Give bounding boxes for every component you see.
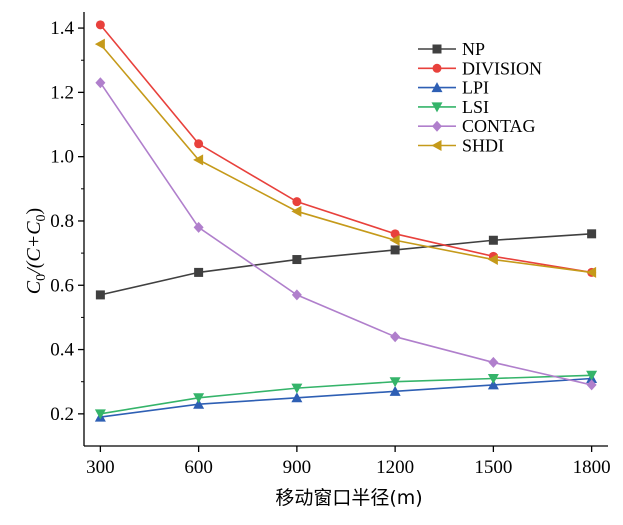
y-tick-label: 0.6 bbox=[50, 275, 74, 296]
data-point-np bbox=[488, 235, 498, 245]
data-point-lsi bbox=[291, 383, 303, 394]
legend-marker-division bbox=[432, 63, 442, 73]
legend-marker-np bbox=[432, 44, 442, 54]
y-title-sub1: 0 bbox=[34, 214, 49, 221]
data-point-contag bbox=[586, 379, 597, 391]
series-line-np bbox=[100, 233, 592, 296]
data-point-lsi bbox=[487, 373, 499, 384]
y-axis-title: C0/(C+C0) bbox=[23, 208, 49, 294]
x-tick-label: 1500 bbox=[474, 457, 512, 478]
x-tick-label: 1800 bbox=[573, 457, 611, 478]
data-point-division bbox=[95, 20, 105, 30]
data-point-shdi bbox=[193, 154, 204, 166]
series-line-contag bbox=[99, 82, 592, 386]
data-point-shdi bbox=[487, 254, 498, 266]
data-point-lsi bbox=[586, 370, 598, 381]
data-point-shdi bbox=[94, 38, 105, 50]
x-tick-label: 1200 bbox=[376, 457, 414, 478]
plot-area bbox=[94, 20, 598, 422]
data-point-shdi bbox=[586, 266, 597, 278]
legend-label-division: DIVISION bbox=[462, 58, 542, 78]
data-point-lpi bbox=[193, 398, 205, 409]
x-axis-title: 移动窗口半径(m) bbox=[275, 487, 422, 509]
y-tick-label: 0.2 bbox=[50, 404, 74, 425]
data-point-contag bbox=[291, 289, 302, 301]
legend-label-np: NP bbox=[462, 39, 485, 59]
legend-label-contag: CONTAG bbox=[462, 116, 536, 136]
data-point-lsi bbox=[193, 393, 205, 404]
legend-label-shdi: SHDI bbox=[462, 136, 504, 156]
legend-label-lpi: LPI bbox=[462, 78, 489, 98]
y-title-mid: /(C+C bbox=[23, 221, 45, 275]
data-point-np bbox=[587, 229, 597, 239]
y-tick-label: 1.0 bbox=[50, 147, 74, 168]
data-point-lsi bbox=[94, 409, 106, 420]
data-point-shdi bbox=[389, 234, 400, 246]
x-tick-label: 900 bbox=[283, 457, 312, 478]
data-point-division bbox=[292, 197, 302, 207]
y-title-end: ) bbox=[23, 208, 45, 215]
data-point-lsi bbox=[389, 377, 401, 388]
data-point-shdi bbox=[291, 205, 302, 217]
legend-label-lsi: LSI bbox=[462, 97, 489, 117]
y-tick-label: 1.2 bbox=[50, 82, 74, 103]
series-line-lsi bbox=[100, 374, 592, 415]
axes: 300 600 900 1200 1500 1800 0.2 0.4 0.6 0.8 1.0 1.2 1… bbox=[50, 12, 611, 478]
data-point-np bbox=[292, 255, 302, 265]
data-point-lpi bbox=[291, 392, 303, 403]
legend-marker-lpi bbox=[431, 82, 443, 93]
legend-marker-lsi bbox=[431, 102, 443, 113]
data-point-lpi bbox=[487, 379, 499, 390]
data-point-contag bbox=[390, 331, 401, 343]
y-title-c: C bbox=[23, 280, 45, 294]
y-tick-label: 1.4 bbox=[50, 18, 74, 39]
series-line-shdi bbox=[99, 43, 592, 274]
data-point-np bbox=[390, 245, 400, 255]
y-tick-label: 0.4 bbox=[50, 340, 74, 361]
legend-marker-shdi bbox=[431, 140, 442, 151]
x-tick-label: 600 bbox=[184, 457, 213, 478]
data-point-contag bbox=[95, 77, 106, 89]
y-title-sub0: 0 bbox=[34, 274, 49, 281]
data-point-lpi bbox=[389, 385, 401, 396]
series-line-division bbox=[99, 24, 592, 274]
data-point-division bbox=[194, 139, 204, 149]
data-point-contag bbox=[193, 221, 204, 233]
y-tick-label: 0.8 bbox=[50, 211, 74, 232]
x-tick-label: 300 bbox=[86, 457, 115, 478]
data-point-contag bbox=[488, 356, 499, 368]
data-point-np bbox=[95, 290, 105, 300]
series-line-lpi bbox=[100, 377, 592, 418]
legend-marker-contag bbox=[432, 120, 442, 132]
data-point-np bbox=[194, 267, 204, 277]
